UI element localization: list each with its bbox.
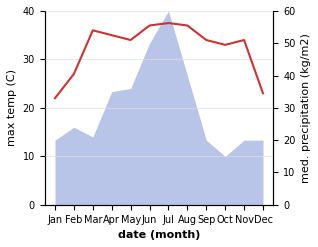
Y-axis label: max temp (C): max temp (C) xyxy=(7,69,17,146)
X-axis label: date (month): date (month) xyxy=(118,230,200,240)
Y-axis label: med. precipitation (kg/m2): med. precipitation (kg/m2) xyxy=(301,33,311,183)
